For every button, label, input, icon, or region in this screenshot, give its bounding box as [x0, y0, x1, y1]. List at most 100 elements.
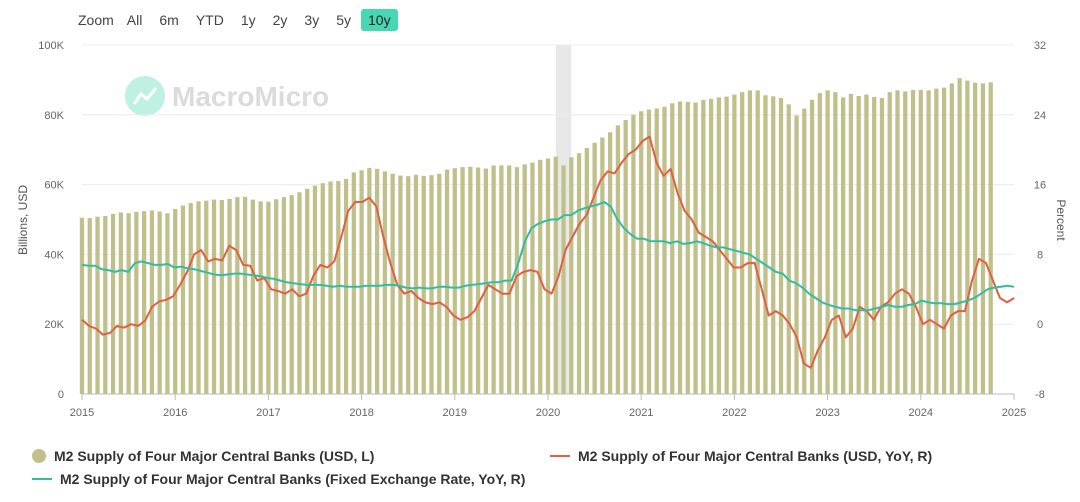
bar — [670, 103, 675, 395]
y-right-tick-label: 0 — [1037, 319, 1043, 331]
bar — [553, 156, 558, 394]
x-tick-label: 2021 — [629, 407, 653, 419]
bar — [740, 92, 745, 395]
bar — [87, 218, 92, 394]
bar — [468, 166, 473, 394]
bar — [771, 96, 776, 394]
bar — [429, 175, 434, 394]
x-tick-label: 2020 — [536, 407, 560, 419]
bar — [747, 90, 753, 395]
bar — [856, 95, 861, 394]
bar — [887, 92, 892, 395]
bar — [677, 101, 683, 395]
bar — [934, 88, 939, 394]
legend-item-m2-usd-yoy[interactable]: M2 Supply of Four Major Central Banks (U… — [550, 448, 932, 464]
x-tick-label: 2015 — [70, 407, 94, 419]
bar — [126, 213, 131, 394]
bar — [957, 78, 962, 394]
bar — [848, 93, 854, 395]
bar — [211, 199, 217, 394]
bar — [173, 209, 178, 394]
bar — [491, 165, 496, 394]
bar — [180, 205, 186, 394]
x-tick-label: 2022 — [722, 407, 746, 419]
bar — [988, 82, 993, 394]
legend-item-m2-usd[interactable]: M2 Supply of Four Major Central Banks (U… — [32, 448, 374, 464]
x-tick-label: 2017 — [256, 407, 280, 419]
zoom-range-selector: Zoom All 6m YTD 1y 2y 3y 5y 10y — [72, 8, 401, 32]
bar — [406, 176, 411, 394]
legend-label-m2-fixed-yoy: M2 Supply of Four Major Central Banks (F… — [60, 471, 526, 487]
legend-item-m2-fixed-yoy[interactable]: M2 Supply of Four Major Central Banks (F… — [32, 471, 525, 487]
bar — [242, 196, 248, 394]
bar — [250, 199, 256, 394]
bar — [421, 175, 426, 394]
legend-marker-fixed-yoy — [32, 478, 52, 480]
bar — [949, 83, 955, 394]
bar — [134, 211, 139, 394]
bar — [165, 213, 170, 394]
y-left-tick-label: 80K — [44, 110, 64, 122]
bar — [297, 192, 302, 394]
bar — [437, 173, 442, 394]
bar — [266, 201, 271, 394]
range-button-ytd[interactable]: YTD — [195, 12, 224, 28]
bar — [825, 90, 830, 395]
bar — [662, 106, 667, 394]
bar — [103, 216, 108, 394]
bar — [118, 212, 123, 394]
watermark-text: MacroMicro — [172, 81, 329, 112]
x-tick-label: 2025 — [1002, 407, 1026, 419]
x-tick-label: 2019 — [443, 407, 467, 419]
bar — [110, 213, 116, 394]
range-button-3y[interactable]: 3y — [304, 12, 320, 28]
bar — [390, 173, 395, 394]
bar — [281, 197, 287, 394]
y-left-tick-label: 100K — [38, 40, 64, 52]
bar — [460, 167, 465, 394]
bar — [864, 94, 869, 395]
bar — [149, 210, 155, 394]
bar — [483, 168, 489, 394]
bar — [522, 164, 527, 394]
y-right-tick-label: 24 — [1034, 110, 1046, 122]
range-button-6m[interactable]: 6m — [159, 12, 179, 28]
watermark-icon-mark — [132, 87, 158, 105]
bar — [615, 125, 621, 395]
range-button-2y[interactable]: 2y — [272, 12, 288, 28]
bar — [716, 97, 722, 394]
range-button-1y[interactable]: 1y — [240, 12, 256, 28]
bar — [258, 201, 263, 394]
bar — [452, 168, 457, 394]
bar — [980, 83, 986, 394]
bar — [569, 157, 574, 394]
bar — [973, 82, 978, 394]
bar — [778, 98, 784, 394]
bar — [289, 195, 294, 394]
bar — [359, 170, 364, 394]
bar — [219, 199, 224, 394]
y-axis-left-title: Billions, USD — [16, 185, 30, 255]
bar — [475, 167, 481, 394]
bar — [274, 199, 279, 394]
bar — [965, 80, 970, 395]
bar — [444, 169, 450, 394]
x-tick-label: 2016 — [163, 407, 187, 419]
y-left-tick-label: 40K — [44, 249, 64, 261]
bar — [320, 183, 325, 394]
x-tick-label: 2023 — [815, 407, 839, 419]
bar — [499, 165, 504, 394]
bar — [382, 171, 388, 394]
bar — [903, 91, 908, 395]
axes: 0 20K 40K 60K 80K 100K -8 0 8 16 24 32 2015 2016 2017 2… — [38, 40, 1046, 419]
bar-series-m2-usd — [79, 78, 993, 395]
bar — [786, 104, 791, 394]
bar — [514, 167, 520, 394]
bar — [724, 96, 729, 394]
chart-plot: MacroMicro 0 20K 40K 60K 80K 100K -8 0 8 16 24 32 20… — [16, 40, 1068, 419]
range-button-5y[interactable]: 5y — [336, 12, 351, 28]
bar — [802, 108, 807, 394]
bar — [701, 99, 706, 394]
range-button-all[interactable]: All — [126, 12, 143, 28]
range-button-10y[interactable]: 10y — [361, 9, 398, 31]
